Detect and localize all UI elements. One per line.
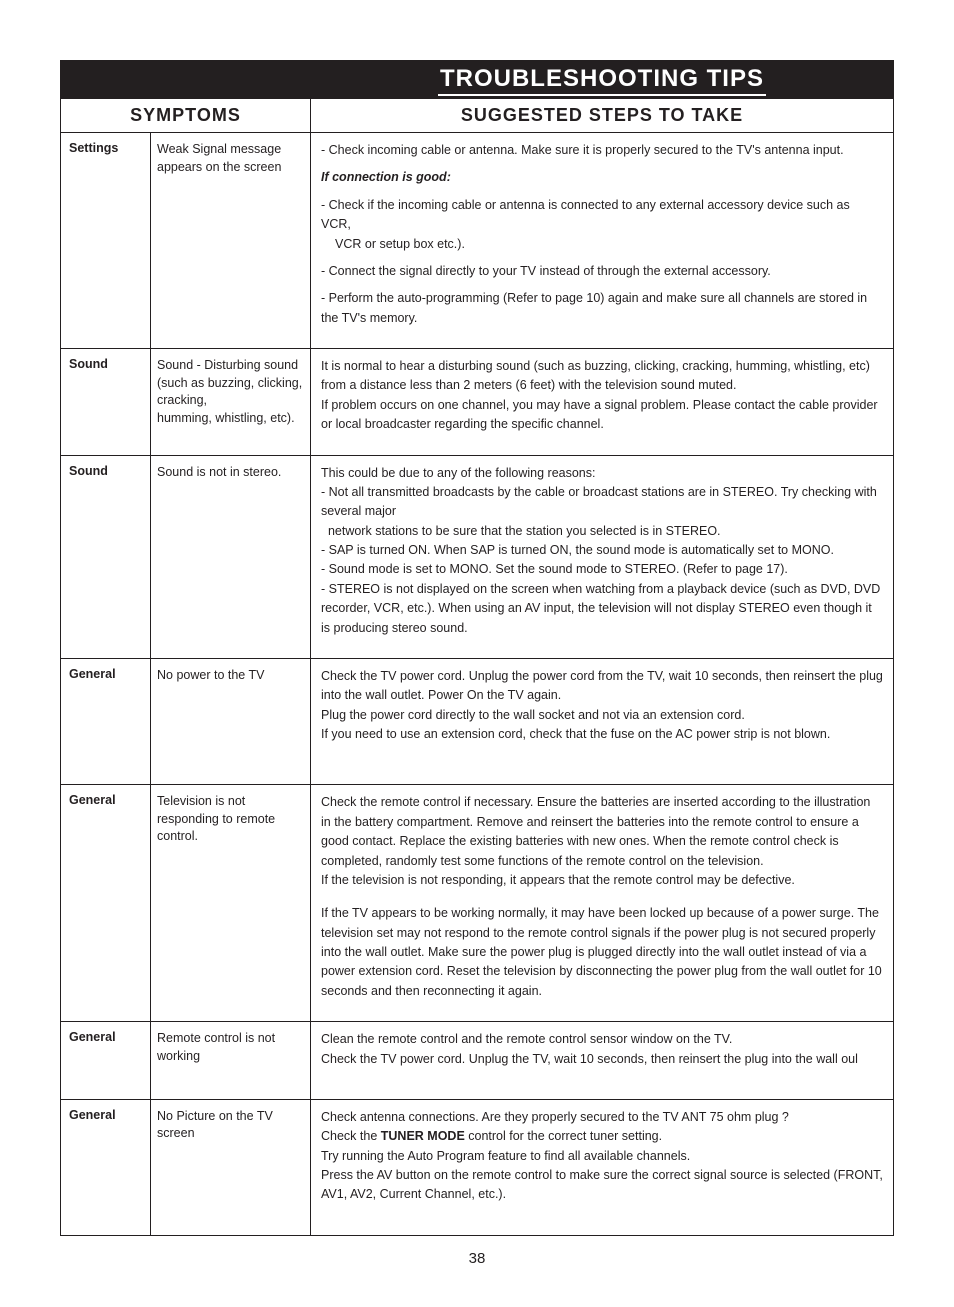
step-text: network stations to be sure that the sta…: [328, 524, 721, 538]
step-line: This could be due to any of the followin…: [321, 464, 883, 483]
step-line: Clean the remote control and the remote …: [321, 1030, 883, 1049]
step-text: - STEREO is not displayed on the screen …: [321, 582, 880, 635]
page: TROUBLESHOOTING TIPS SYMPTOMS SUGGESTED …: [0, 0, 954, 1307]
category-cell: General: [61, 658, 151, 785]
step-text: - Not all transmitted broadcasts by the …: [321, 485, 877, 518]
step-line: - Perform the auto-programming (Refer to…: [321, 289, 883, 328]
category-cell: Settings: [61, 133, 151, 349]
step-text-bold: TUNER MODE: [381, 1129, 465, 1143]
step-line: Try running the Auto Program feature to …: [321, 1147, 883, 1166]
step-line: Check the TUNER MODE control for the cor…: [321, 1127, 883, 1146]
banner-title: TROUBLESHOOTING TIPS: [438, 65, 766, 96]
table-row: Sound Sound - Disturbing sound (such as …: [61, 349, 894, 456]
steps-cell: Check the TV power cord. Unplug the powe…: [311, 658, 894, 785]
symptom-cell: Television is not responding to remote c…: [151, 785, 311, 1022]
header-row: SYMPTOMS SUGGESTED STEPS TO TAKE: [61, 99, 894, 133]
step-text: Check the: [321, 1129, 381, 1143]
step-line: Check the remote control if necessary. E…: [321, 793, 883, 890]
table-row: General No Picture on the TV screen Chec…: [61, 1099, 894, 1235]
steps-cell: Check antenna connections. Are they prop…: [311, 1099, 894, 1235]
step-line: - Not all transmitted broadcasts by the …: [321, 483, 883, 541]
step-line: If you need to use an extension cord, ch…: [321, 725, 883, 744]
symptom-cell: Sound is not in stereo.: [151, 455, 311, 658]
banner-blank: [61, 61, 311, 99]
category-cell: Sound: [61, 455, 151, 658]
category-cell: General: [61, 785, 151, 1022]
step-line: - STEREO is not displayed on the screen …: [321, 580, 883, 638]
step-line: Check the TV power cord. Unplug the TV, …: [321, 1050, 883, 1069]
banner-title-cell: TROUBLESHOOTING TIPS: [311, 61, 894, 99]
symptom-cell: No Picture on the TV screen: [151, 1099, 311, 1235]
table-row: General Remote control is not working Cl…: [61, 1022, 894, 1100]
step-line: It is normal to hear a disturbing sound …: [321, 357, 883, 435]
symptom-cell: Sound - Disturbing sound (such as buzzin…: [151, 349, 311, 456]
steps-cell: - Check incoming cable or antenna. Make …: [311, 133, 894, 349]
header-steps: SUGGESTED STEPS TO TAKE: [311, 99, 894, 133]
step-text: - Check if the incoming cable or antenna…: [321, 198, 850, 231]
table-row: Sound Sound is not in stereo. This could…: [61, 455, 894, 658]
step-line: If the TV appears to be working normally…: [321, 904, 883, 1001]
steps-cell: Clean the remote control and the remote …: [311, 1022, 894, 1100]
category-cell: General: [61, 1022, 151, 1100]
page-number: 38: [60, 1250, 894, 1267]
step-line: - Check if the incoming cable or antenna…: [321, 196, 883, 254]
symptom-cell: Weak Signal message appears on the scree…: [151, 133, 311, 349]
step-line: If connection is good:: [321, 168, 883, 187]
step-text: control for the correct tuner setting.: [465, 1129, 662, 1143]
step-line: - Connect the signal directly to your TV…: [321, 262, 883, 281]
step-text: VCR or setup box etc.).: [321, 237, 465, 251]
table-row: General Television is not responding to …: [61, 785, 894, 1022]
step-line: - Sound mode is set to MONO. Set the sou…: [321, 560, 883, 579]
table-row: General No power to the TV Check the TV …: [61, 658, 894, 785]
banner-row: TROUBLESHOOTING TIPS: [61, 61, 894, 99]
troubleshooting-table: TROUBLESHOOTING TIPS SYMPTOMS SUGGESTED …: [60, 60, 894, 1236]
category-cell: Sound: [61, 349, 151, 456]
steps-cell: It is normal to hear a disturbing sound …: [311, 349, 894, 456]
symptom-cell: No power to the TV: [151, 658, 311, 785]
table-row: Settings Weak Signal message appears on …: [61, 133, 894, 349]
step-line: Check antenna connections. Are they prop…: [321, 1108, 883, 1127]
symptom-cell: Remote control is not working: [151, 1022, 311, 1100]
step-line: Plug the power cord directly to the wall…: [321, 706, 883, 725]
steps-cell: Check the remote control if necessary. E…: [311, 785, 894, 1022]
step-line: Check the TV power cord. Unplug the powe…: [321, 667, 883, 706]
step-line: - SAP is turned ON. When SAP is turned O…: [321, 541, 883, 560]
step-line: Press the AV button on the remote contro…: [321, 1166, 883, 1205]
steps-cell: This could be due to any of the followin…: [311, 455, 894, 658]
step-line: - Check incoming cable or antenna. Make …: [321, 141, 883, 160]
header-symptoms: SYMPTOMS: [61, 99, 311, 133]
category-cell: General: [61, 1099, 151, 1235]
